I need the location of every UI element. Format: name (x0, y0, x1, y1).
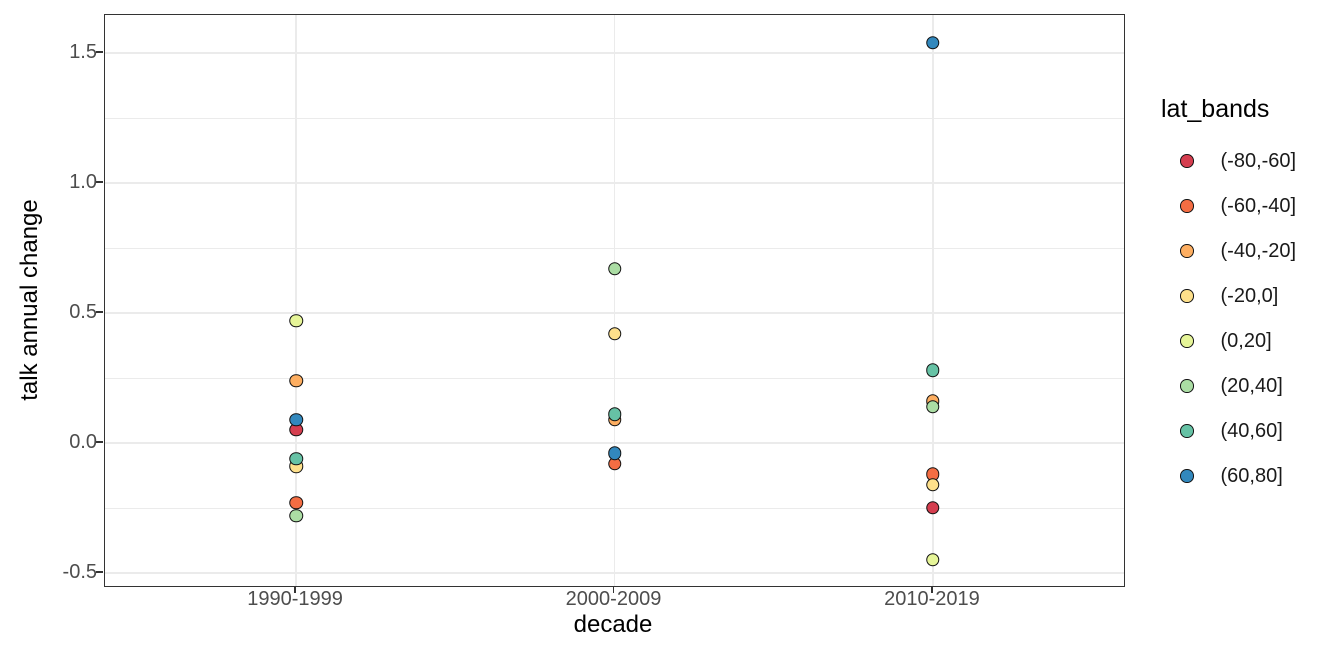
x-tick-mark (612, 586, 615, 594)
data-point-(20,40] (289, 509, 303, 523)
legend-title: lat_bands (1161, 95, 1270, 123)
data-point-(-20,0] (926, 477, 940, 492)
data-point-(0,20] (289, 314, 303, 328)
data-point-(-80,-60] (926, 501, 940, 515)
y-tick-mark (96, 51, 103, 53)
legend-key-dot (1180, 334, 1194, 348)
data-point-(60,80] (926, 35, 940, 50)
legend-item: (-80,-60] (1180, 147, 1296, 175)
data-point-(20,40] (607, 262, 622, 276)
x-tick-mark (294, 586, 296, 594)
legend-item-label: (-40,-20] (1220, 239, 1297, 262)
legend-key-dot (1180, 424, 1194, 438)
y-tick-mark (96, 441, 103, 443)
gridline-vertical (613, 15, 616, 586)
legend-item: (-20,0] (1180, 282, 1278, 310)
x-tick-label: 2010-2019 (884, 588, 980, 610)
plot-panel (104, 14, 1125, 587)
data-point-(40,60] (607, 407, 622, 422)
data-point-(40,60] (926, 363, 940, 377)
x-axis-title: decade (573, 611, 653, 638)
y-tick-label: 0.0 (69, 430, 97, 453)
y-tick-mark (96, 571, 103, 573)
legend-item: (60,80] (1180, 462, 1283, 490)
data-point-(40,60] (289, 451, 303, 466)
legend-item-label: (-80,-60] (1220, 149, 1297, 172)
data-point-(60,80] (289, 412, 303, 427)
legend-item: (40,60] (1180, 417, 1283, 445)
legend-key-dot (1180, 289, 1194, 303)
legend-key-dot (1180, 469, 1194, 483)
data-point-(-60,-40] (289, 496, 303, 510)
legend-key-dot (1180, 154, 1194, 168)
y-tick-label: 1.0 (69, 170, 97, 193)
y-tick-label: 1.5 (69, 40, 97, 63)
legend-item: (20,40] (1180, 372, 1283, 400)
y-tick-mark (96, 311, 103, 313)
legend-item: (-60,-40] (1180, 192, 1296, 220)
x-tick-mark (931, 586, 933, 594)
legend-item-label: (40,60] (1220, 419, 1283, 442)
y-tick-label: -0.5 (62, 560, 97, 583)
gridline-vertical (295, 15, 297, 586)
data-point-(-20,0] (607, 327, 622, 341)
y-tick-mark (96, 181, 103, 183)
y-tick-label: 0.5 (69, 300, 97, 323)
legend-key-dot (1180, 244, 1194, 258)
data-point-(0,20] (926, 553, 940, 567)
legend-item: (-40,-20] (1180, 237, 1296, 265)
x-tick-label: 2000-2009 (565, 588, 662, 610)
legend-key-dot (1180, 379, 1194, 393)
legend-item: (0,20] (1180, 327, 1272, 355)
data-point-(-40,-20] (289, 373, 303, 388)
legend-key-dot (1180, 199, 1194, 213)
x-tick-label: 1990-1999 (247, 588, 343, 610)
legend-item-label: (0,20] (1220, 329, 1272, 352)
data-point-(20,40] (926, 399, 940, 414)
data-point-(60,80] (607, 446, 622, 461)
gridline-vertical (932, 15, 934, 586)
legend-item-label: (-20,0] (1220, 284, 1279, 307)
legend-item-label: (60,80] (1220, 464, 1283, 487)
legend-item-label: (-60,-40] (1220, 194, 1297, 217)
legend-item-label: (20,40] (1220, 374, 1283, 397)
